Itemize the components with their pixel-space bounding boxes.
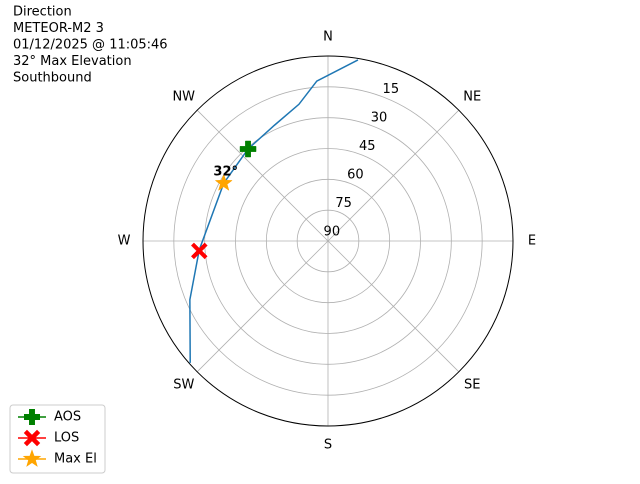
r-tick-label: 45: [359, 139, 376, 154]
r-tick-label: 30: [371, 110, 388, 125]
legend-label: AOS: [54, 410, 81, 425]
direction-label: NW: [172, 89, 195, 104]
direction-label: N: [323, 30, 333, 45]
r-tick-label: 75: [335, 196, 352, 211]
r-tick-label: 90: [324, 224, 341, 239]
value-label: 32°: [213, 165, 238, 180]
direction-label: W: [118, 234, 131, 249]
direction-label: SE: [464, 378, 480, 393]
title-line: 32° Max Elevation: [13, 54, 132, 69]
title-line: Southbound: [13, 71, 92, 86]
direction-label: SW: [173, 378, 194, 393]
legend: AOS LOS Max El: [10, 405, 105, 473]
legend-label: Max El: [54, 452, 97, 467]
grid-spoke: [197, 241, 328, 372]
r-tick-label: 60: [347, 167, 364, 182]
direction-label: S: [324, 438, 332, 453]
legend-label: LOS: [54, 431, 79, 446]
title-line: METEOR-M2 3: [13, 21, 104, 36]
direction-label: E: [528, 234, 536, 249]
grid-spoke: [328, 241, 459, 372]
r-tick-label: 15: [383, 82, 400, 97]
title-line: 01/12/2025 @ 11:05:46: [13, 38, 168, 53]
title-line: Direction: [13, 5, 72, 20]
direction-label: NE: [463, 89, 481, 104]
